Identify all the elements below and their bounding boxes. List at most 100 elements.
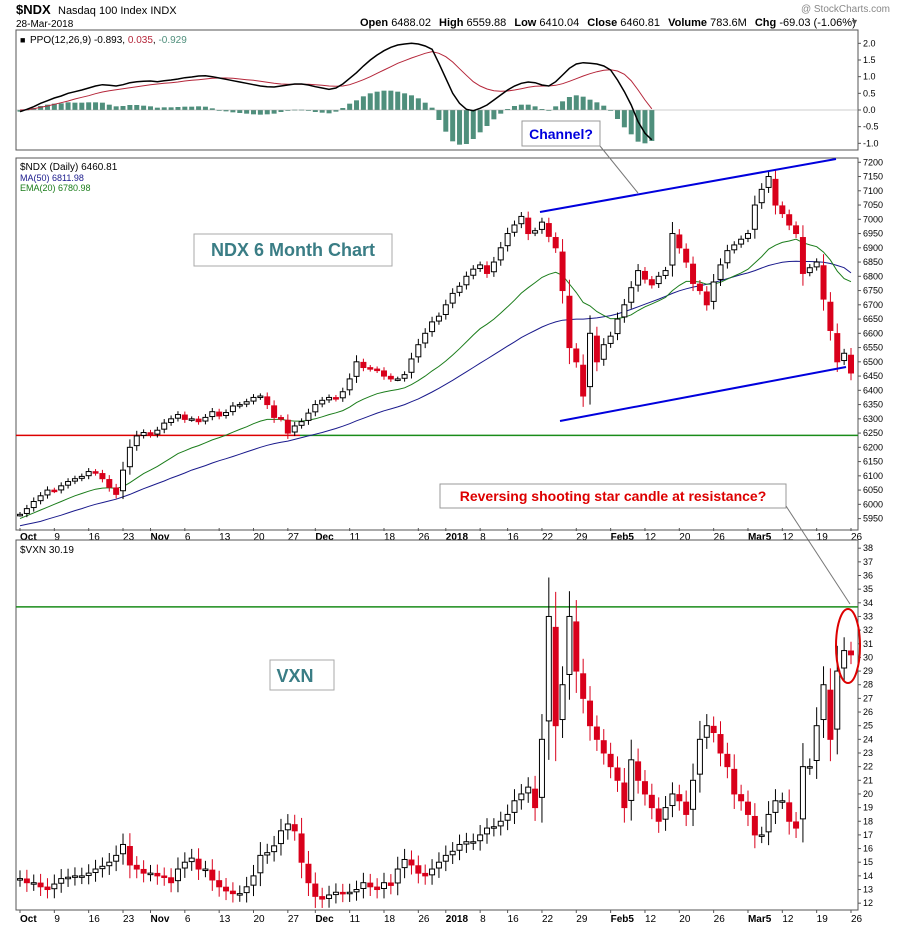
ppo-y-axis: 2.0 1.5 1.0 0.5 0.0 -0.5 -1.0 bbox=[858, 38, 879, 148]
vxn-candle bbox=[662, 807, 669, 820]
ndx-candle bbox=[497, 247, 504, 261]
vxn-candle bbox=[422, 872, 429, 877]
ndx-candle bbox=[78, 475, 85, 479]
vxn-candle bbox=[477, 834, 484, 842]
ndx-tick-label: 6800 bbox=[863, 271, 883, 281]
ppo-histogram-bar bbox=[312, 110, 318, 112]
vxn-candle bbox=[511, 800, 518, 813]
ndx-candle bbox=[744, 233, 751, 239]
vxn-candle bbox=[793, 821, 800, 829]
ndx-panel-frame bbox=[15, 157, 859, 531]
ndx-candle bbox=[312, 404, 319, 413]
vxn-candle bbox=[374, 886, 381, 891]
ndx-candle bbox=[168, 418, 175, 423]
vxn-tick-label: 38 bbox=[863, 543, 873, 553]
vxn-legend: $VXN 30.19 bbox=[18, 543, 108, 556]
vxn-tick-label: 37 bbox=[863, 557, 873, 567]
ndx-candle bbox=[676, 234, 683, 249]
ppo-histogram-bar bbox=[141, 105, 147, 110]
vxn-candle bbox=[408, 859, 415, 866]
vxn-candle bbox=[236, 893, 243, 896]
ndx-candle bbox=[621, 304, 628, 318]
ndx-candle bbox=[580, 364, 587, 397]
ndx-candle bbox=[360, 361, 367, 369]
ndx-candle bbox=[161, 422, 168, 430]
ndx-tick-label: 6700 bbox=[863, 300, 883, 310]
ndx-candle bbox=[264, 396, 271, 406]
ndx-candle bbox=[532, 230, 539, 234]
chevron-down-icon[interactable]: ▼ bbox=[850, 17, 859, 27]
ndx-candle bbox=[243, 401, 250, 405]
vxn-candle bbox=[291, 824, 298, 832]
vxn-candle bbox=[216, 880, 223, 888]
ndx-x-label: Nov bbox=[150, 532, 169, 543]
vxn-candle bbox=[332, 891, 339, 896]
ndx-candle bbox=[126, 446, 133, 468]
ndx-x-label: 16 bbox=[89, 532, 101, 543]
vxn-candle bbox=[140, 868, 147, 874]
ndx-tick-label: 6550 bbox=[863, 343, 883, 353]
ndx-tick-label: 7050 bbox=[863, 200, 883, 210]
ppo-histogram-bar bbox=[326, 110, 332, 114]
vxn-x-label: 9 bbox=[54, 914, 60, 925]
ndx-x-label: Feb5 bbox=[611, 532, 635, 543]
ppo-histogram-bar bbox=[628, 110, 634, 135]
ppo-legend: ■ PPO(12,26,9) -0.893, 0.035, -0.929 bbox=[18, 33, 238, 46]
ppo-histogram-bar bbox=[477, 110, 483, 133]
ppo-panel-frame bbox=[15, 29, 859, 151]
ndx-candle bbox=[435, 315, 442, 322]
ppo-histogram-bar bbox=[436, 110, 442, 120]
chart-date: 28-Mar-2018 bbox=[16, 19, 74, 30]
vxn-candle bbox=[799, 766, 806, 820]
vxn-candle bbox=[284, 823, 291, 831]
vxn-candle bbox=[429, 868, 436, 876]
vxn-candle bbox=[552, 626, 559, 727]
vxn-tick-label: 27 bbox=[863, 693, 873, 703]
vxn-x-label: Oct bbox=[20, 914, 37, 925]
ndx-x-label: 8 bbox=[480, 532, 486, 543]
vxn-candle bbox=[65, 876, 72, 880]
ndx-candle bbox=[456, 285, 463, 293]
ppo-histogram-bar bbox=[484, 110, 490, 126]
ndx-tick-label: 5950 bbox=[863, 514, 883, 524]
ndx-legend-main: $NDX (Daily) 6460.81 bbox=[20, 162, 118, 173]
vxn-candle bbox=[593, 726, 600, 740]
vxn-candle bbox=[744, 801, 751, 815]
ndx-candle bbox=[415, 344, 422, 358]
vxn-candle bbox=[786, 802, 793, 822]
quote-line: Open 6488.02 High 6559.88 Low 6410.04 Cl… bbox=[360, 17, 856, 29]
vxn-tick-label: 20 bbox=[863, 789, 873, 799]
ppo-histogram-bar bbox=[450, 110, 456, 142]
vxn-x-label: 13 bbox=[219, 914, 231, 925]
vxn-candle bbox=[648, 794, 655, 809]
vxn-candle bbox=[696, 738, 703, 775]
ndx-candle bbox=[408, 358, 415, 373]
vxn-candle bbox=[71, 875, 78, 878]
ndx-candle bbox=[566, 295, 573, 349]
ppo-histogram-bar bbox=[539, 109, 545, 110]
ndx-candle bbox=[648, 279, 655, 286]
ndx-candle bbox=[92, 471, 99, 474]
ndx-tick-label: 6850 bbox=[863, 257, 883, 267]
ndx-candle bbox=[799, 237, 806, 274]
ndx-candle bbox=[442, 304, 449, 315]
ppo-histogram-bar bbox=[44, 104, 50, 110]
ppo-histogram-bar bbox=[182, 106, 188, 110]
channel-upper-line bbox=[539, 158, 837, 213]
ndx-legend-ema20: EMA(20) 6780.98 bbox=[20, 183, 91, 193]
ppo-histogram-bar bbox=[271, 110, 277, 114]
vxn-x-label: 18 bbox=[384, 914, 396, 925]
vxn-tick-label: 17 bbox=[863, 830, 873, 840]
ndx-candle bbox=[188, 418, 195, 421]
ndx-candle bbox=[841, 352, 848, 362]
ppo-histogram-bar bbox=[360, 96, 366, 110]
vxn-tick-label: 13 bbox=[863, 885, 873, 895]
vxn-x-label: 26 bbox=[418, 914, 430, 925]
ppo-tick-label: -1.0 bbox=[863, 138, 879, 148]
vxn-x-label: 11 bbox=[350, 914, 361, 925]
vxn-candle bbox=[532, 788, 539, 809]
ppo-histogram bbox=[17, 90, 655, 145]
vxn-candle bbox=[545, 615, 552, 722]
ndx-candle bbox=[58, 485, 65, 491]
ppo-histogram-bar bbox=[127, 105, 133, 110]
